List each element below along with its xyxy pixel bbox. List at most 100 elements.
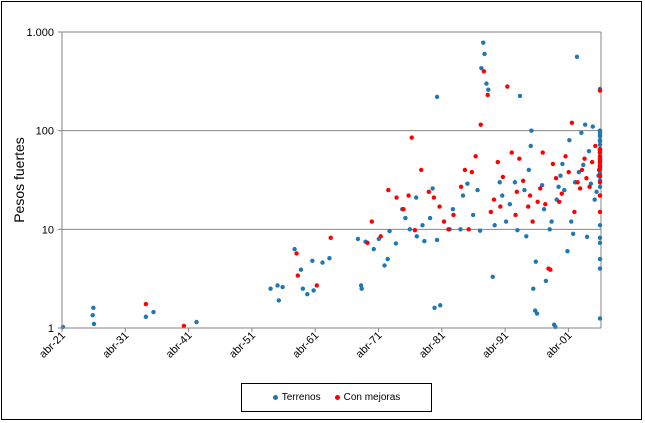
point-terrenos	[298, 267, 304, 272]
point-terrenos	[327, 255, 332, 261]
point-con-mejoras	[597, 156, 603, 161]
y-tick-label: 100	[36, 126, 54, 138]
legend-label-con-mejoras: Con mejoras	[343, 392, 401, 403]
point-con-mejoras	[543, 201, 548, 207]
point-terrenos	[541, 206, 547, 212]
y-axis-ticks: 1 10 100 1.000	[26, 27, 62, 335]
point-terrenos	[413, 195, 419, 200]
x-tick-label: abr-71	[354, 330, 385, 361]
point-con-mejoras	[597, 88, 603, 93]
point-terrenos	[567, 138, 572, 143]
point-con-mejoras	[587, 184, 592, 189]
legend-item-con-mejoras: Con mejoras	[334, 392, 401, 403]
point-terrenos	[482, 51, 487, 57]
point-terrenos	[60, 324, 66, 330]
point-con-mejoras	[401, 206, 406, 212]
point-terrenos	[490, 274, 495, 280]
point-con-mejoras	[488, 209, 494, 215]
point-con-mejoras	[505, 84, 510, 89]
point-terrenos	[576, 169, 582, 175]
point-terrenos	[539, 183, 545, 188]
point-con-mejoras	[563, 154, 568, 159]
point-con-mejoras	[548, 267, 553, 272]
point-con-mejoras	[572, 209, 577, 215]
point-terrenos	[597, 184, 603, 189]
point-con-mejoras	[513, 212, 518, 218]
legend-marker-con-mejoras-icon	[334, 395, 340, 400]
point-con-mejoras	[597, 173, 603, 178]
point-con-mejoras	[582, 156, 587, 161]
point-terrenos	[300, 286, 306, 291]
point-terrenos	[292, 246, 297, 252]
point-con-mejoras	[566, 169, 571, 175]
point-terrenos	[438, 303, 443, 308]
point-terrenos	[597, 235, 603, 241]
point-terrenos	[492, 223, 497, 228]
point-terrenos	[151, 309, 156, 315]
point-con-mejoras	[597, 146, 603, 152]
point-terrenos	[597, 138, 603, 143]
point-terrenos	[465, 181, 470, 186]
x-tick-label: abr-01	[544, 330, 575, 361]
point-con-mejoras	[500, 174, 506, 180]
point-con-mejoras	[412, 227, 418, 233]
point-con-mejoras	[295, 273, 300, 278]
point-con-mejoras	[328, 235, 333, 241]
point-con-mejoras	[485, 92, 490, 98]
legend-item-terrenos: Terrenos	[272, 392, 321, 403]
point-con-mejoras	[579, 167, 585, 173]
point-terrenos	[143, 314, 149, 319]
point-terrenos	[594, 189, 599, 195]
point-con-mejoras	[481, 69, 487, 74]
point-con-mejoras	[569, 120, 575, 126]
point-terrenos	[475, 187, 480, 193]
point-terrenos	[533, 259, 539, 264]
point-con-mejoras	[394, 195, 399, 200]
legend-label-terrenos: Terrenos	[281, 392, 321, 403]
plot-area	[62, 32, 601, 328]
point-terrenos	[450, 206, 456, 212]
point-terrenos	[305, 292, 310, 297]
point-terrenos	[359, 286, 364, 291]
point-con-mejoras	[495, 159, 501, 165]
point-terrenos	[91, 305, 96, 311]
point-con-mejoras	[491, 197, 497, 202]
point-terrenos	[320, 260, 325, 265]
point-terrenos	[385, 256, 390, 262]
y-tick-label: 1.000	[26, 27, 54, 39]
point-con-mejoras	[446, 227, 451, 232]
point-con-mejoras	[462, 167, 468, 173]
point-terrenos	[382, 263, 387, 268]
point-con-mejoras	[437, 204, 442, 209]
point-terrenos	[500, 193, 505, 198]
point-con-mejoras	[509, 150, 514, 155]
point-terrenos	[358, 283, 364, 288]
point-terrenos	[481, 40, 486, 45]
point-terrenos	[91, 321, 97, 327]
point-terrenos	[371, 246, 376, 252]
point-con-mejoras	[466, 227, 471, 232]
point-terrenos	[597, 240, 603, 246]
point-terrenos	[534, 311, 540, 316]
point-terrenos	[558, 173, 563, 178]
point-terrenos	[562, 187, 567, 193]
point-con-mejoras	[577, 186, 583, 191]
point-terrenos	[512, 180, 518, 185]
point-terrenos	[422, 238, 427, 244]
point-terrenos	[434, 237, 440, 243]
point-terrenos	[556, 184, 561, 189]
point-con-mejoras	[409, 135, 414, 140]
point-con-mejoras	[386, 187, 391, 193]
point-terrenos	[597, 223, 603, 228]
x-tick-label: abr-41	[164, 330, 195, 361]
point-terrenos	[517, 93, 523, 99]
point-con-mejoras	[575, 180, 580, 185]
series-con-mejoras	[143, 69, 603, 329]
point-con-mejoras	[498, 204, 503, 209]
point-terrenos	[194, 319, 199, 325]
point-terrenos	[407, 227, 413, 232]
point-terrenos	[507, 201, 513, 207]
point-terrenos	[268, 286, 273, 291]
point-con-mejoras	[597, 150, 603, 155]
point-terrenos	[524, 234, 529, 239]
